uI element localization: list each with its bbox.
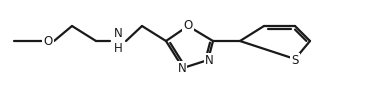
Text: N: N — [205, 53, 213, 66]
Text: O: O — [43, 35, 53, 48]
Text: N: N — [178, 61, 186, 74]
Text: O: O — [183, 19, 193, 32]
Text: N
H: N H — [114, 27, 122, 55]
Text: S: S — [291, 53, 299, 66]
